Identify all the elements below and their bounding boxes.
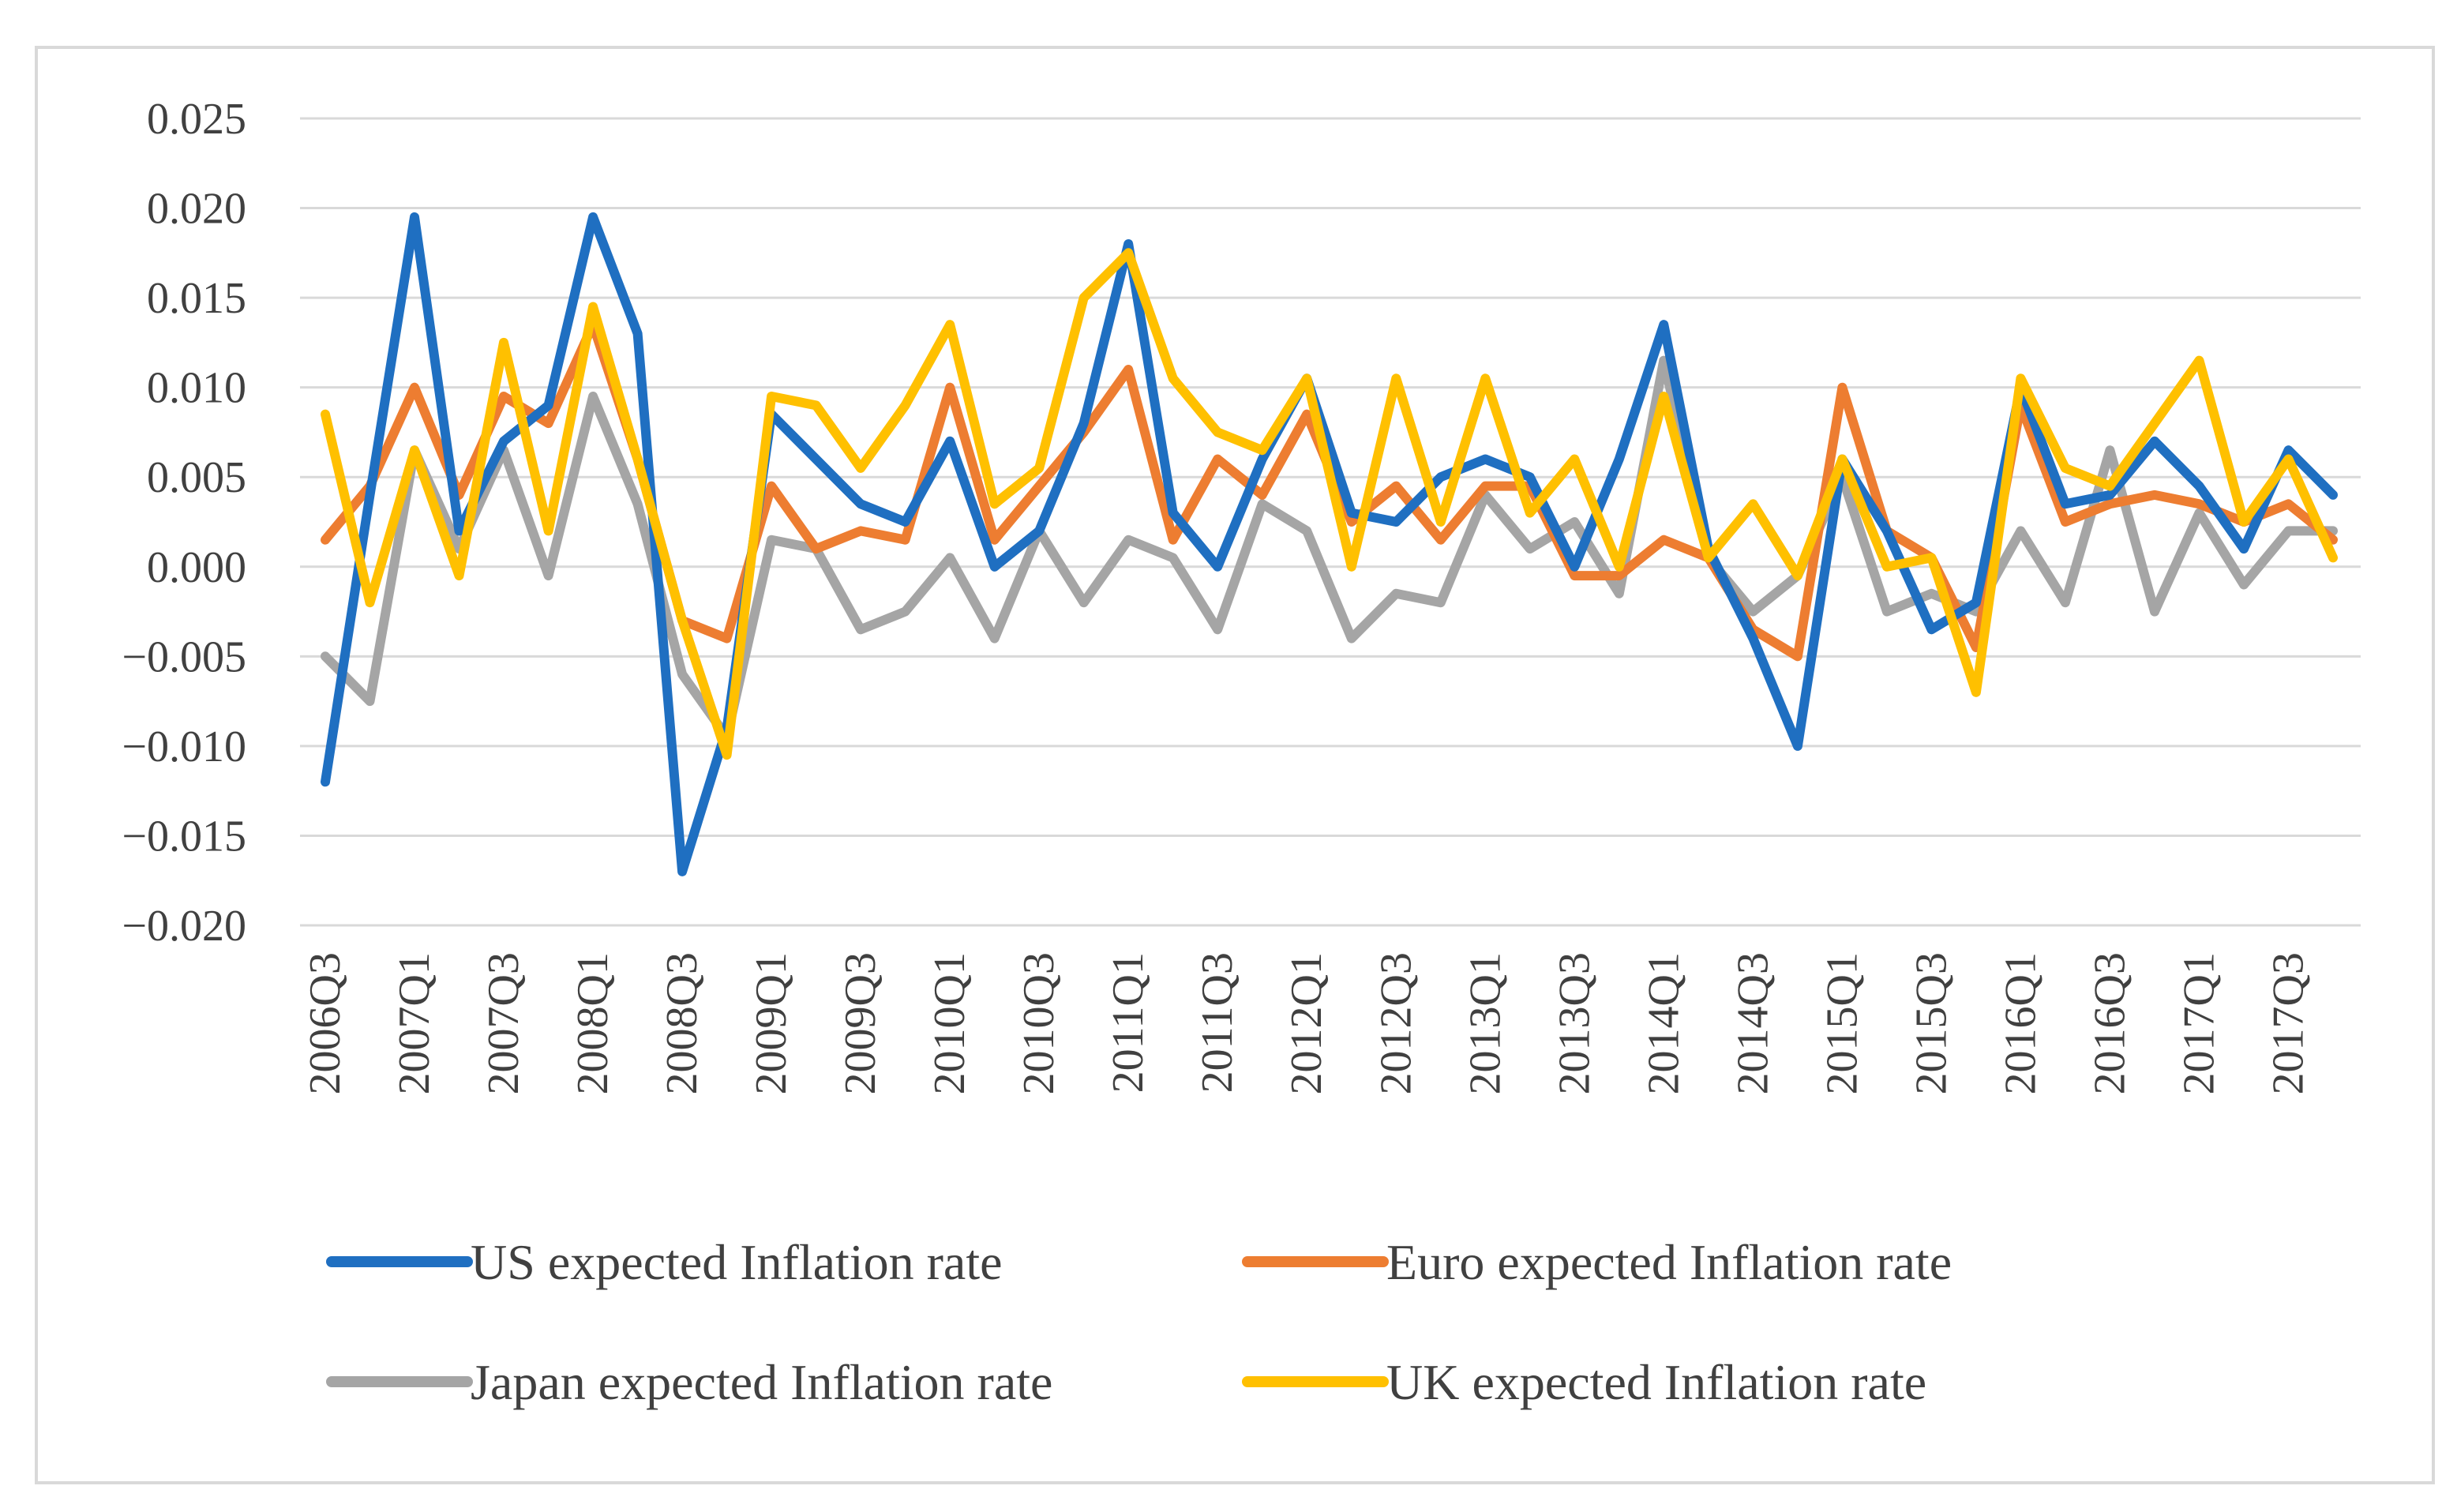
series-line-4 [321, 248, 2338, 760]
x-tick-label: 2011Q3 [1193, 952, 1242, 1093]
gridlines [300, 117, 2361, 927]
legend: US expected Inflation rate Euro expected … [326, 1234, 1952, 1410]
y-axis: 0.025 0.020 0.015 0.010 0.005 0.000 −0.005 −0.0… [122, 95, 246, 951]
x-tick-label: 2013Q3 [1550, 952, 1599, 1094]
y-tick-label: 0.025 [147, 95, 246, 144]
x-tick-label: 2008Q3 [658, 952, 707, 1094]
x-tick-label: 2010Q3 [1015, 952, 1063, 1094]
y-tick-label: 0.000 [147, 543, 246, 592]
legend-label: US expected Inflation rate [471, 1234, 1003, 1290]
x-tick-label: 2013Q1 [1461, 952, 1510, 1094]
legend-label: Japan expected Inflation rate [471, 1354, 1052, 1410]
y-tick-label: −0.005 [122, 632, 246, 681]
x-tick-label: 2008Q1 [568, 952, 617, 1094]
x-tick-label: 2015Q3 [1907, 952, 1956, 1094]
y-tick-label: 0.005 [147, 453, 246, 502]
x-tick-label: 2016Q3 [2085, 952, 2134, 1094]
x-tick-label: 2014Q1 [1639, 952, 1688, 1094]
x-tick-label: 2011Q1 [1104, 952, 1153, 1093]
x-tick-label: 2009Q1 [747, 952, 796, 1094]
y-tick-label: −0.020 [122, 902, 246, 951]
x-tick-label: 2016Q1 [1996, 952, 2045, 1094]
legend-label: UK expected Inflation rate [1386, 1354, 1926, 1410]
y-tick-label: −0.010 [122, 722, 246, 771]
x-tick-label: 2015Q1 [1817, 952, 1866, 1094]
x-tick-label: 2009Q3 [836, 952, 885, 1094]
x-tick-label: 2007Q3 [479, 952, 528, 1094]
y-tick-label: 0.015 [147, 274, 246, 323]
y-tick-label: 0.010 [147, 364, 246, 413]
x-tick-label: 2007Q1 [390, 952, 439, 1094]
x-tick-label: 2012Q3 [1371, 952, 1420, 1094]
x-tick-label: 2006Q3 [301, 952, 350, 1094]
x-tick-label: 2017Q1 [2174, 952, 2223, 1094]
x-tick-label: 2012Q1 [1282, 952, 1331, 1094]
x-tick-label: 2017Q3 [2264, 952, 2313, 1094]
series-lines [321, 212, 2338, 876]
x-tick-label: 2014Q3 [1728, 952, 1777, 1094]
chart-frame [35, 46, 2435, 1484]
x-axis: 2006Q3 2007Q1 2007Q3 2008Q1 2008Q3 2009Q1 2009… [301, 952, 2313, 1094]
legend-label: Euro expected Inflation rate [1386, 1234, 1952, 1290]
series-line-1 [321, 212, 2338, 876]
x-tick-label: 2010Q1 [925, 952, 974, 1094]
y-tick-label: −0.015 [122, 812, 246, 861]
y-tick-label: 0.020 [147, 185, 246, 234]
